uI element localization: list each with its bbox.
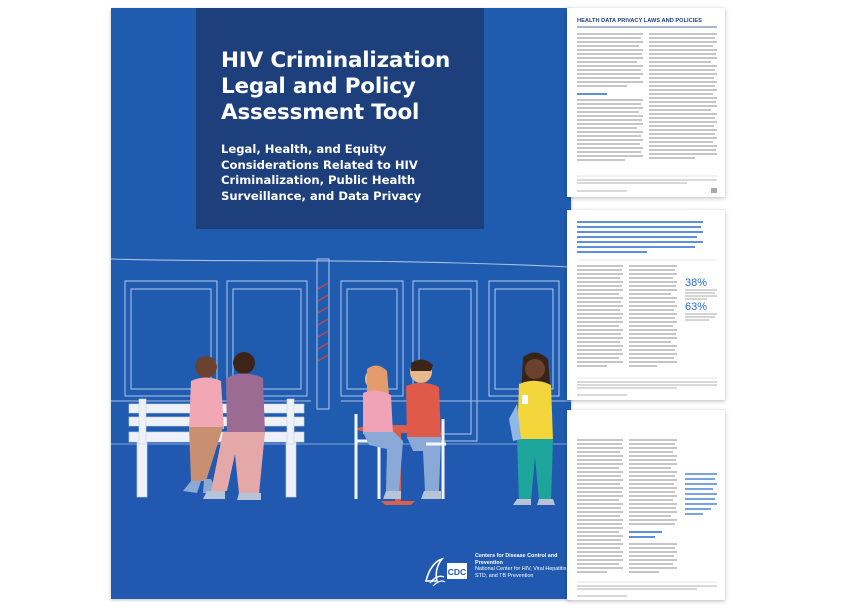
text-lines-graphic — [577, 439, 717, 597]
text-lines-graphic: 38% 63% — [577, 221, 717, 396]
stat-63-percent: 63% — [685, 301, 707, 313]
text-lines-graphic — [577, 26, 717, 193]
cdc-logo-text: CDC — [448, 567, 466, 577]
page-thumbnail-1: HEALTH DATA PRIVACY LAWS AND POLICIES — [567, 8, 725, 197]
title-box: HIV Criminalization Legal and Policy Ass… — [196, 8, 484, 229]
agency-name: Centers for Disease Control and Preventi… — [475, 553, 558, 566]
report-title: HIV Criminalization Legal and Policy Ass… — [221, 48, 451, 125]
report-subtitle: Legal, Health, and Equity Considerations… — [221, 142, 422, 203]
hhs-cdc-logo-icon: CDC — [424, 557, 467, 587]
cdc-attribution: CDC Centers for Disease Control and Prev… — [423, 553, 568, 593]
report-cover: HIV Criminalization Legal and Policy Ass… — [111, 8, 571, 599]
storefront-illustration — [111, 258, 571, 599]
page-thumbnail-2: 38% 63% — [567, 210, 725, 400]
stat-38-percent: 38% — [685, 277, 707, 289]
thumbnail-heading: HEALTH DATA PRIVACY LAWS AND POLICIES — [577, 18, 702, 24]
page-thumbnail-3 — [567, 410, 725, 600]
center-name: National Center for HIV, Viral Hepatitis… — [475, 566, 568, 579]
